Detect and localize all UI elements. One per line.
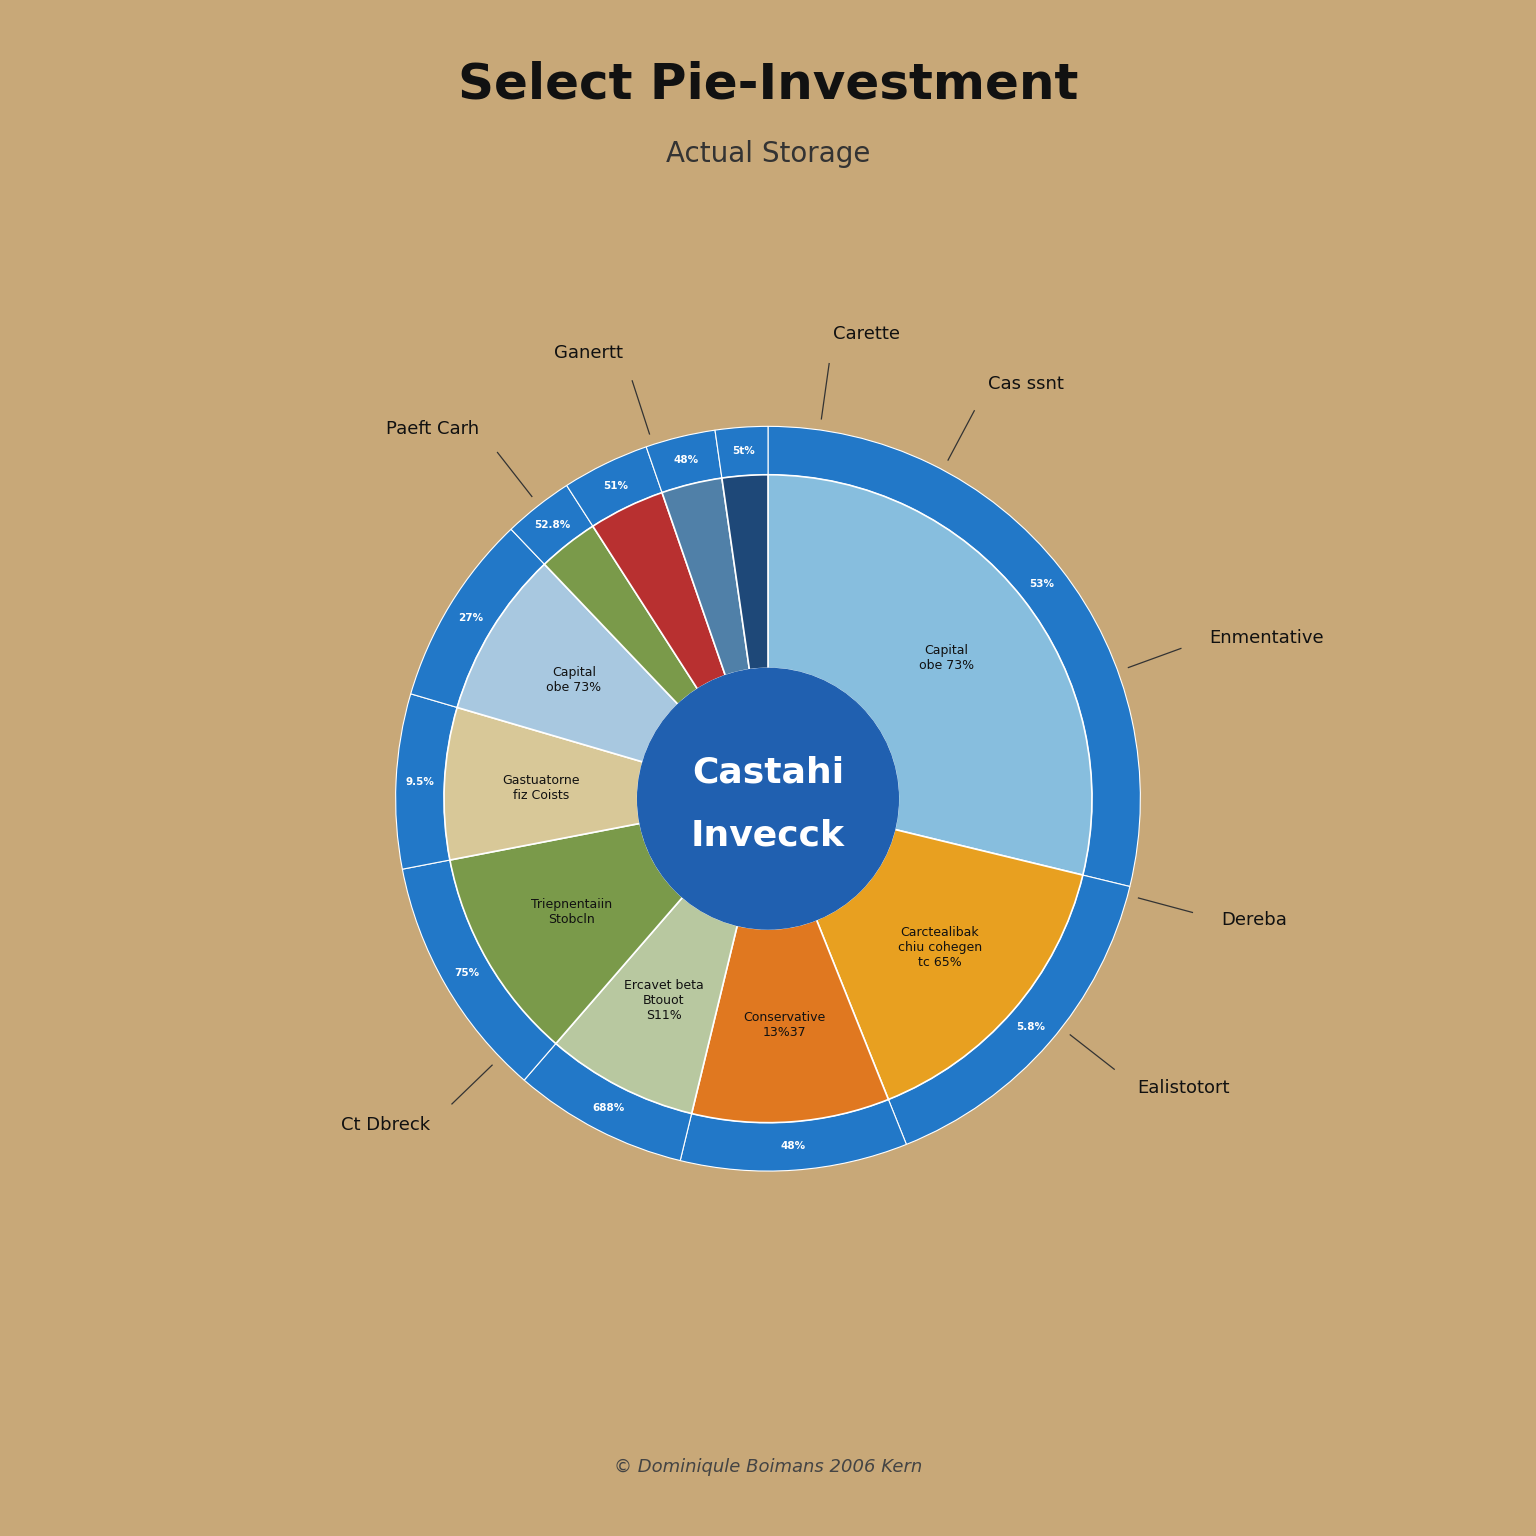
Text: Dereba: Dereba [1221,911,1287,929]
Text: Ganertt: Ganertt [554,344,624,361]
Text: 48%: 48% [780,1141,805,1150]
Text: 5t%: 5t% [731,447,754,456]
Text: Conservative
13%37: Conservative 13%37 [743,1011,825,1040]
Circle shape [637,668,899,929]
Text: Ealistotort: Ealistotort [1138,1078,1230,1097]
Text: Castahi: Castahi [691,756,845,790]
Text: 688%: 688% [593,1103,625,1114]
Text: 52.8%: 52.8% [535,521,571,530]
Text: 53%: 53% [1029,579,1054,588]
Text: Cas ssnt: Cas ssnt [988,375,1064,393]
Wedge shape [647,430,722,493]
Text: 5.8%: 5.8% [1017,1021,1046,1032]
Wedge shape [511,485,593,564]
Wedge shape [410,530,544,708]
Text: 48%: 48% [673,455,699,465]
Wedge shape [544,527,697,705]
Text: Capital
obe 73%: Capital obe 73% [547,667,602,694]
Text: 9.5%: 9.5% [406,777,435,786]
Text: Ercavet beta
Btouot
S11%: Ercavet beta Btouot S11% [624,978,703,1021]
Text: Paeft Carh: Paeft Carh [386,419,479,438]
Wedge shape [662,478,750,676]
Text: Gastuatorne
fiz Coists: Gastuatorne fiz Coists [502,774,581,802]
Wedge shape [714,427,768,478]
Wedge shape [593,493,725,690]
Text: Carette: Carette [834,326,900,343]
Text: Ct Dbreck: Ct Dbreck [341,1115,430,1134]
Wedge shape [444,708,644,860]
Wedge shape [567,447,662,527]
Wedge shape [524,1043,691,1161]
Text: Carctealibak
chiu cohegen
tc 65%: Carctealibak chiu cohegen tc 65% [897,926,982,969]
Text: 51%: 51% [604,481,628,490]
Text: Capital
obe 73%: Capital obe 73% [919,644,974,673]
Text: Actual Storage: Actual Storage [665,140,871,167]
Text: Select Pie-Investment: Select Pie-Investment [458,60,1078,109]
Text: 75%: 75% [455,968,479,978]
Text: © Dominiqule Boimans 2006 Kern: © Dominiqule Boimans 2006 Kern [614,1458,922,1476]
Text: Invecck: Invecck [691,819,845,852]
Wedge shape [396,694,458,869]
Wedge shape [888,876,1130,1144]
Wedge shape [817,829,1083,1100]
Wedge shape [722,475,768,670]
Wedge shape [680,1100,906,1170]
Wedge shape [450,823,682,1043]
Text: Triepnentaiin
Stobcln: Triepnentaiin Stobcln [531,899,611,926]
Wedge shape [691,920,888,1123]
Wedge shape [458,564,677,762]
Wedge shape [768,427,1140,886]
Text: 27%: 27% [458,613,484,622]
Text: Enmentative: Enmentative [1209,630,1324,647]
Wedge shape [402,860,556,1080]
Wedge shape [768,475,1092,876]
Wedge shape [556,897,737,1114]
